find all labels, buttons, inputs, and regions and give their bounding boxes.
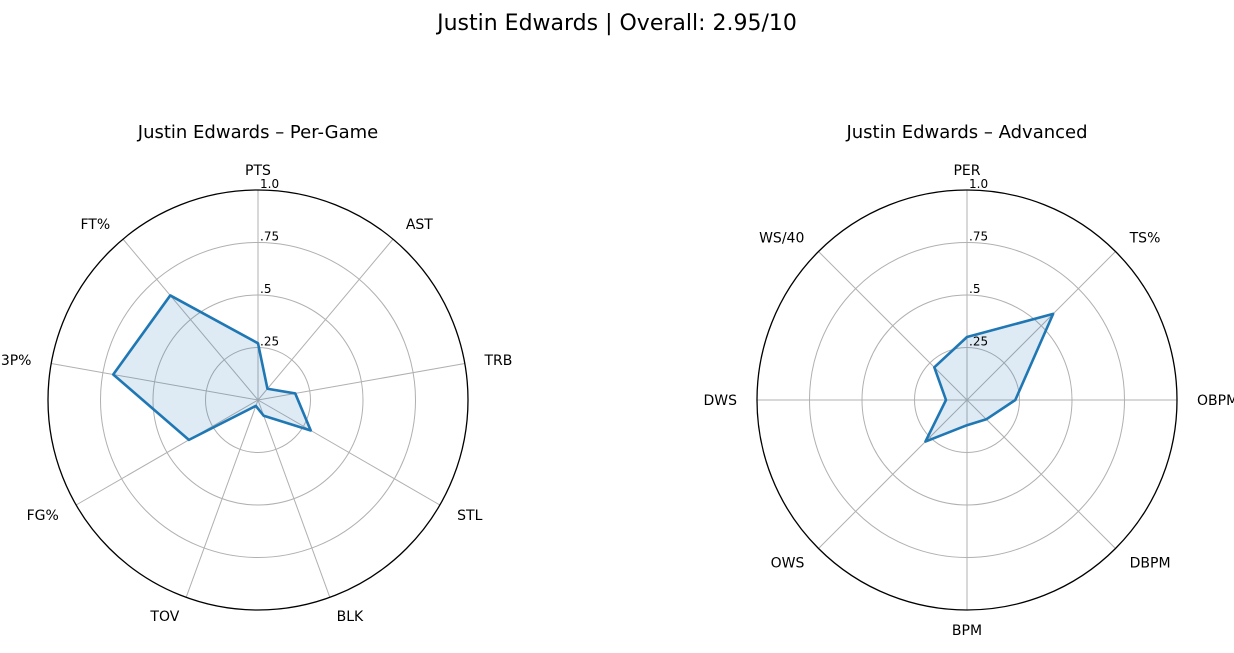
figure-title: Justin Edwards | Overall: 2.95/10 bbox=[435, 11, 797, 36]
grid-spoke-ows bbox=[818, 399, 968, 549]
category-label-pts: PTS bbox=[245, 163, 271, 179]
grid-spoke-ts-pct bbox=[966, 251, 1116, 401]
series-area-advanced bbox=[925, 313, 1054, 442]
grid-spoke-stl bbox=[257, 399, 441, 506]
outer-ring bbox=[47, 189, 469, 611]
category-label-trb: TRB bbox=[484, 353, 513, 369]
category-label-dbpm: DBPM bbox=[1130, 556, 1171, 572]
grid-spoke-blk bbox=[257, 399, 331, 598]
outer-ring bbox=[756, 189, 1178, 611]
category-label-ft-pct: FT% bbox=[80, 217, 110, 233]
series-area-per-game bbox=[113, 295, 311, 440]
radar-chart-per-game: Justin Edwards – Per-Game .25 .5 .75 1.0PTS… bbox=[1, 122, 513, 625]
category-label-blk: BLK bbox=[337, 609, 364, 625]
category-label-ws-40: WS/40 bbox=[759, 230, 804, 246]
category-label-per: PER bbox=[953, 163, 980, 179]
radial-tick-label: .5 bbox=[969, 282, 980, 296]
radial-tick-label: .25 bbox=[260, 335, 279, 349]
radial-tick-label: .75 bbox=[260, 230, 279, 244]
grid-spoke-ws-40 bbox=[818, 251, 968, 401]
category-label-ast: AST bbox=[406, 217, 433, 233]
radial-tick-label: .5 bbox=[260, 282, 271, 296]
category-label-obpm: OBPM bbox=[1197, 393, 1234, 409]
chart-title-per-game: Justin Edwards – Per-Game bbox=[137, 122, 378, 143]
category-label-stl: STL bbox=[457, 508, 482, 524]
category-label-3p-pct: 3P% bbox=[1, 353, 32, 369]
chart-title-advanced: Justin Edwards – Advanced bbox=[845, 122, 1087, 143]
grid-spoke-fg-pct bbox=[75, 399, 259, 506]
radial-tick-label: .75 bbox=[969, 230, 988, 244]
category-label-bpm: BPM bbox=[952, 623, 982, 639]
category-label-ows: OWS bbox=[771, 556, 805, 572]
series-line-advanced bbox=[924, 312, 1055, 443]
grid-spoke-dbpm bbox=[966, 399, 1116, 549]
grid-spoke-3p-pct bbox=[51, 363, 259, 401]
radial-tick-label: .25 bbox=[969, 335, 988, 349]
category-label-ts-pct: TS% bbox=[1129, 230, 1161, 246]
series-line-per-game bbox=[111, 294, 313, 442]
category-label-dws: DWS bbox=[703, 393, 737, 409]
grid-spoke-tov bbox=[185, 399, 259, 598]
grid-spoke-ft-pct bbox=[122, 238, 259, 401]
radar-chart-advanced: Justin Edwards – Advanced .25 .5 .75 1.0PER… bbox=[703, 122, 1234, 639]
radial-tick-label: 1.0 bbox=[260, 177, 279, 191]
category-label-tov: TOV bbox=[149, 609, 179, 625]
radial-tick-label: 1.0 bbox=[969, 177, 988, 191]
category-label-fg-pct: FG% bbox=[27, 508, 59, 524]
grid-spoke-ast bbox=[257, 238, 394, 401]
